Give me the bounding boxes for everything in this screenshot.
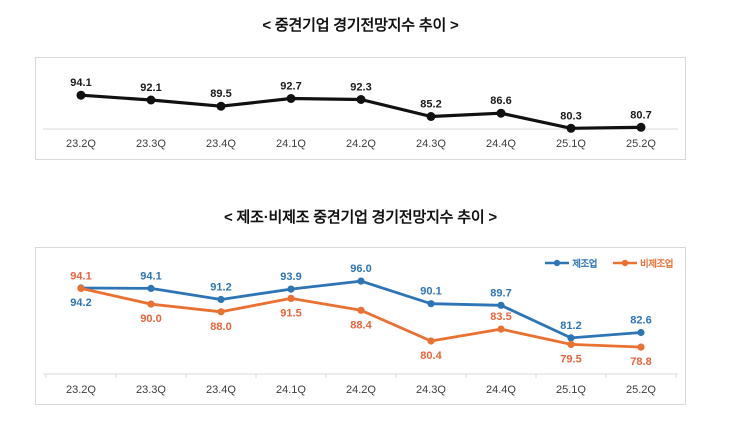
x-axis-label: 23.4Q bbox=[206, 138, 236, 150]
x-axis-label: 24.4Q bbox=[486, 384, 516, 396]
data-label: 94.1 bbox=[70, 77, 91, 89]
data-label: 86.6 bbox=[490, 95, 511, 107]
x-axis-label: 25.1Q bbox=[556, 384, 586, 396]
data-point-marker bbox=[147, 284, 155, 292]
x-axis-label: 25.2Q bbox=[626, 384, 656, 396]
data-label: 88.4 bbox=[350, 319, 372, 331]
legend-item-비제조업: 비제조업 bbox=[613, 256, 673, 270]
x-axis-label: 23.3Q bbox=[136, 384, 166, 396]
data-point-marker bbox=[637, 328, 645, 337]
x-axis-label: 24.1Q bbox=[276, 138, 306, 150]
data-point-marker bbox=[216, 101, 226, 111]
data-label: 81.2 bbox=[560, 320, 581, 332]
data-label: 92.7 bbox=[280, 81, 301, 93]
data-label: 80.4 bbox=[420, 350, 442, 362]
data-label: 90.0 bbox=[140, 313, 161, 325]
data-label: 89.7 bbox=[490, 287, 511, 299]
x-axis-label: 24.2Q bbox=[346, 384, 376, 396]
chart1-plot-area: 23.2Q 23.3Q 23.4Q 24.1Q 24.2Q 24.3Q 24.4Q 25.1Q… bbox=[35, 57, 686, 160]
data-point-marker bbox=[146, 95, 156, 105]
data-point-marker bbox=[357, 277, 365, 285]
data-label: 89.5 bbox=[210, 88, 231, 100]
data-point-marker bbox=[427, 300, 435, 308]
data-point-marker bbox=[497, 325, 505, 333]
chart2-title: < 제조·비제조 중견기업 경기전망지수 추이 > bbox=[224, 209, 497, 226]
data-point-marker bbox=[217, 295, 225, 304]
data-point-marker bbox=[287, 285, 295, 293]
data-label: 82.6 bbox=[630, 315, 651, 327]
data-point-marker bbox=[637, 343, 645, 351]
data-point-marker bbox=[567, 334, 575, 342]
data-label: 94.2 bbox=[70, 297, 91, 309]
x-axis-label: 23.4Q bbox=[206, 384, 236, 396]
data-label: 92.3 bbox=[350, 82, 371, 94]
x-axis-label: 24.2Q bbox=[346, 138, 376, 150]
legend-label: 제조업 bbox=[572, 259, 598, 270]
data-label: 94.1 bbox=[70, 270, 91, 282]
data-point-marker bbox=[566, 123, 576, 133]
data-label: 80.7 bbox=[630, 109, 651, 121]
data-point-marker bbox=[497, 301, 505, 309]
data-label: 83.5 bbox=[490, 311, 511, 323]
data-point-marker bbox=[286, 94, 296, 103]
data-point-marker bbox=[567, 340, 575, 348]
x-axis-label: 23.3Q bbox=[136, 138, 166, 150]
data-point-marker bbox=[76, 90, 86, 100]
data-label: 79.5 bbox=[560, 353, 581, 365]
data-point-marker bbox=[77, 284, 85, 292]
data-point-marker bbox=[636, 122, 646, 132]
data-label: 88.0 bbox=[210, 321, 231, 333]
x-axis-label: 24.3Q bbox=[416, 384, 446, 396]
data-point-marker bbox=[357, 306, 365, 314]
data-label: 96.0 bbox=[350, 263, 371, 275]
x-axis-label: 23.2Q bbox=[66, 138, 96, 150]
data-point-marker bbox=[426, 112, 436, 121]
data-label: 94.1 bbox=[140, 270, 161, 282]
data-point-marker bbox=[427, 337, 435, 345]
x-axis-label: 24.3Q bbox=[416, 138, 446, 150]
data-label: 85.2 bbox=[420, 99, 441, 111]
series-line-비제조업 bbox=[79, 287, 643, 349]
chart2-plot-area: 23.2Q 23.3Q 23.4Q 24.1Q 24.2Q 24.3Q 24.4Q 25.1Q… bbox=[35, 247, 686, 405]
chart1-line-chart: 23.2Q 23.3Q 23.4Q 24.1Q 24.2Q 24.3Q 24.4Q 25.1Q… bbox=[43, 77, 678, 150]
x-axis-label: 23.2Q bbox=[66, 384, 96, 396]
data-label: 92.1 bbox=[140, 82, 161, 94]
x-axis-label: 25.1Q bbox=[556, 138, 586, 150]
data-label: 91.2 bbox=[210, 282, 231, 294]
legend-label: 비제조업 bbox=[640, 259, 673, 270]
data-label: 78.8 bbox=[630, 356, 651, 368]
data-point-marker bbox=[496, 108, 506, 118]
data-point-marker bbox=[356, 95, 366, 104]
x-axis-label: 24.1Q bbox=[276, 384, 306, 396]
data-label: 90.1 bbox=[420, 286, 441, 298]
chart2-legend: 제조업 비제조업 bbox=[545, 256, 673, 270]
data-label: 91.5 bbox=[280, 307, 301, 319]
legend-marker-icon bbox=[613, 259, 638, 267]
data-label: 93.9 bbox=[280, 271, 301, 283]
data-point-marker bbox=[147, 300, 155, 308]
data-point-marker bbox=[287, 294, 295, 302]
data-label: 80.3 bbox=[560, 110, 581, 122]
chart1-title: < 중견기업 경기전망지수 추이 > bbox=[262, 17, 459, 34]
x-axis-label: 25.2Q bbox=[626, 138, 656, 150]
x-axis-label: 24.4Q bbox=[486, 138, 516, 150]
legend-item-제조업: 제조업 bbox=[545, 256, 598, 270]
data-point-marker bbox=[217, 308, 225, 316]
legend-marker-icon bbox=[545, 259, 570, 267]
chart2-line-chart: 23.2Q 23.3Q 23.4Q 24.1Q 24.2Q 24.3Q 24.4Q 25.1Q… bbox=[43, 263, 678, 396]
